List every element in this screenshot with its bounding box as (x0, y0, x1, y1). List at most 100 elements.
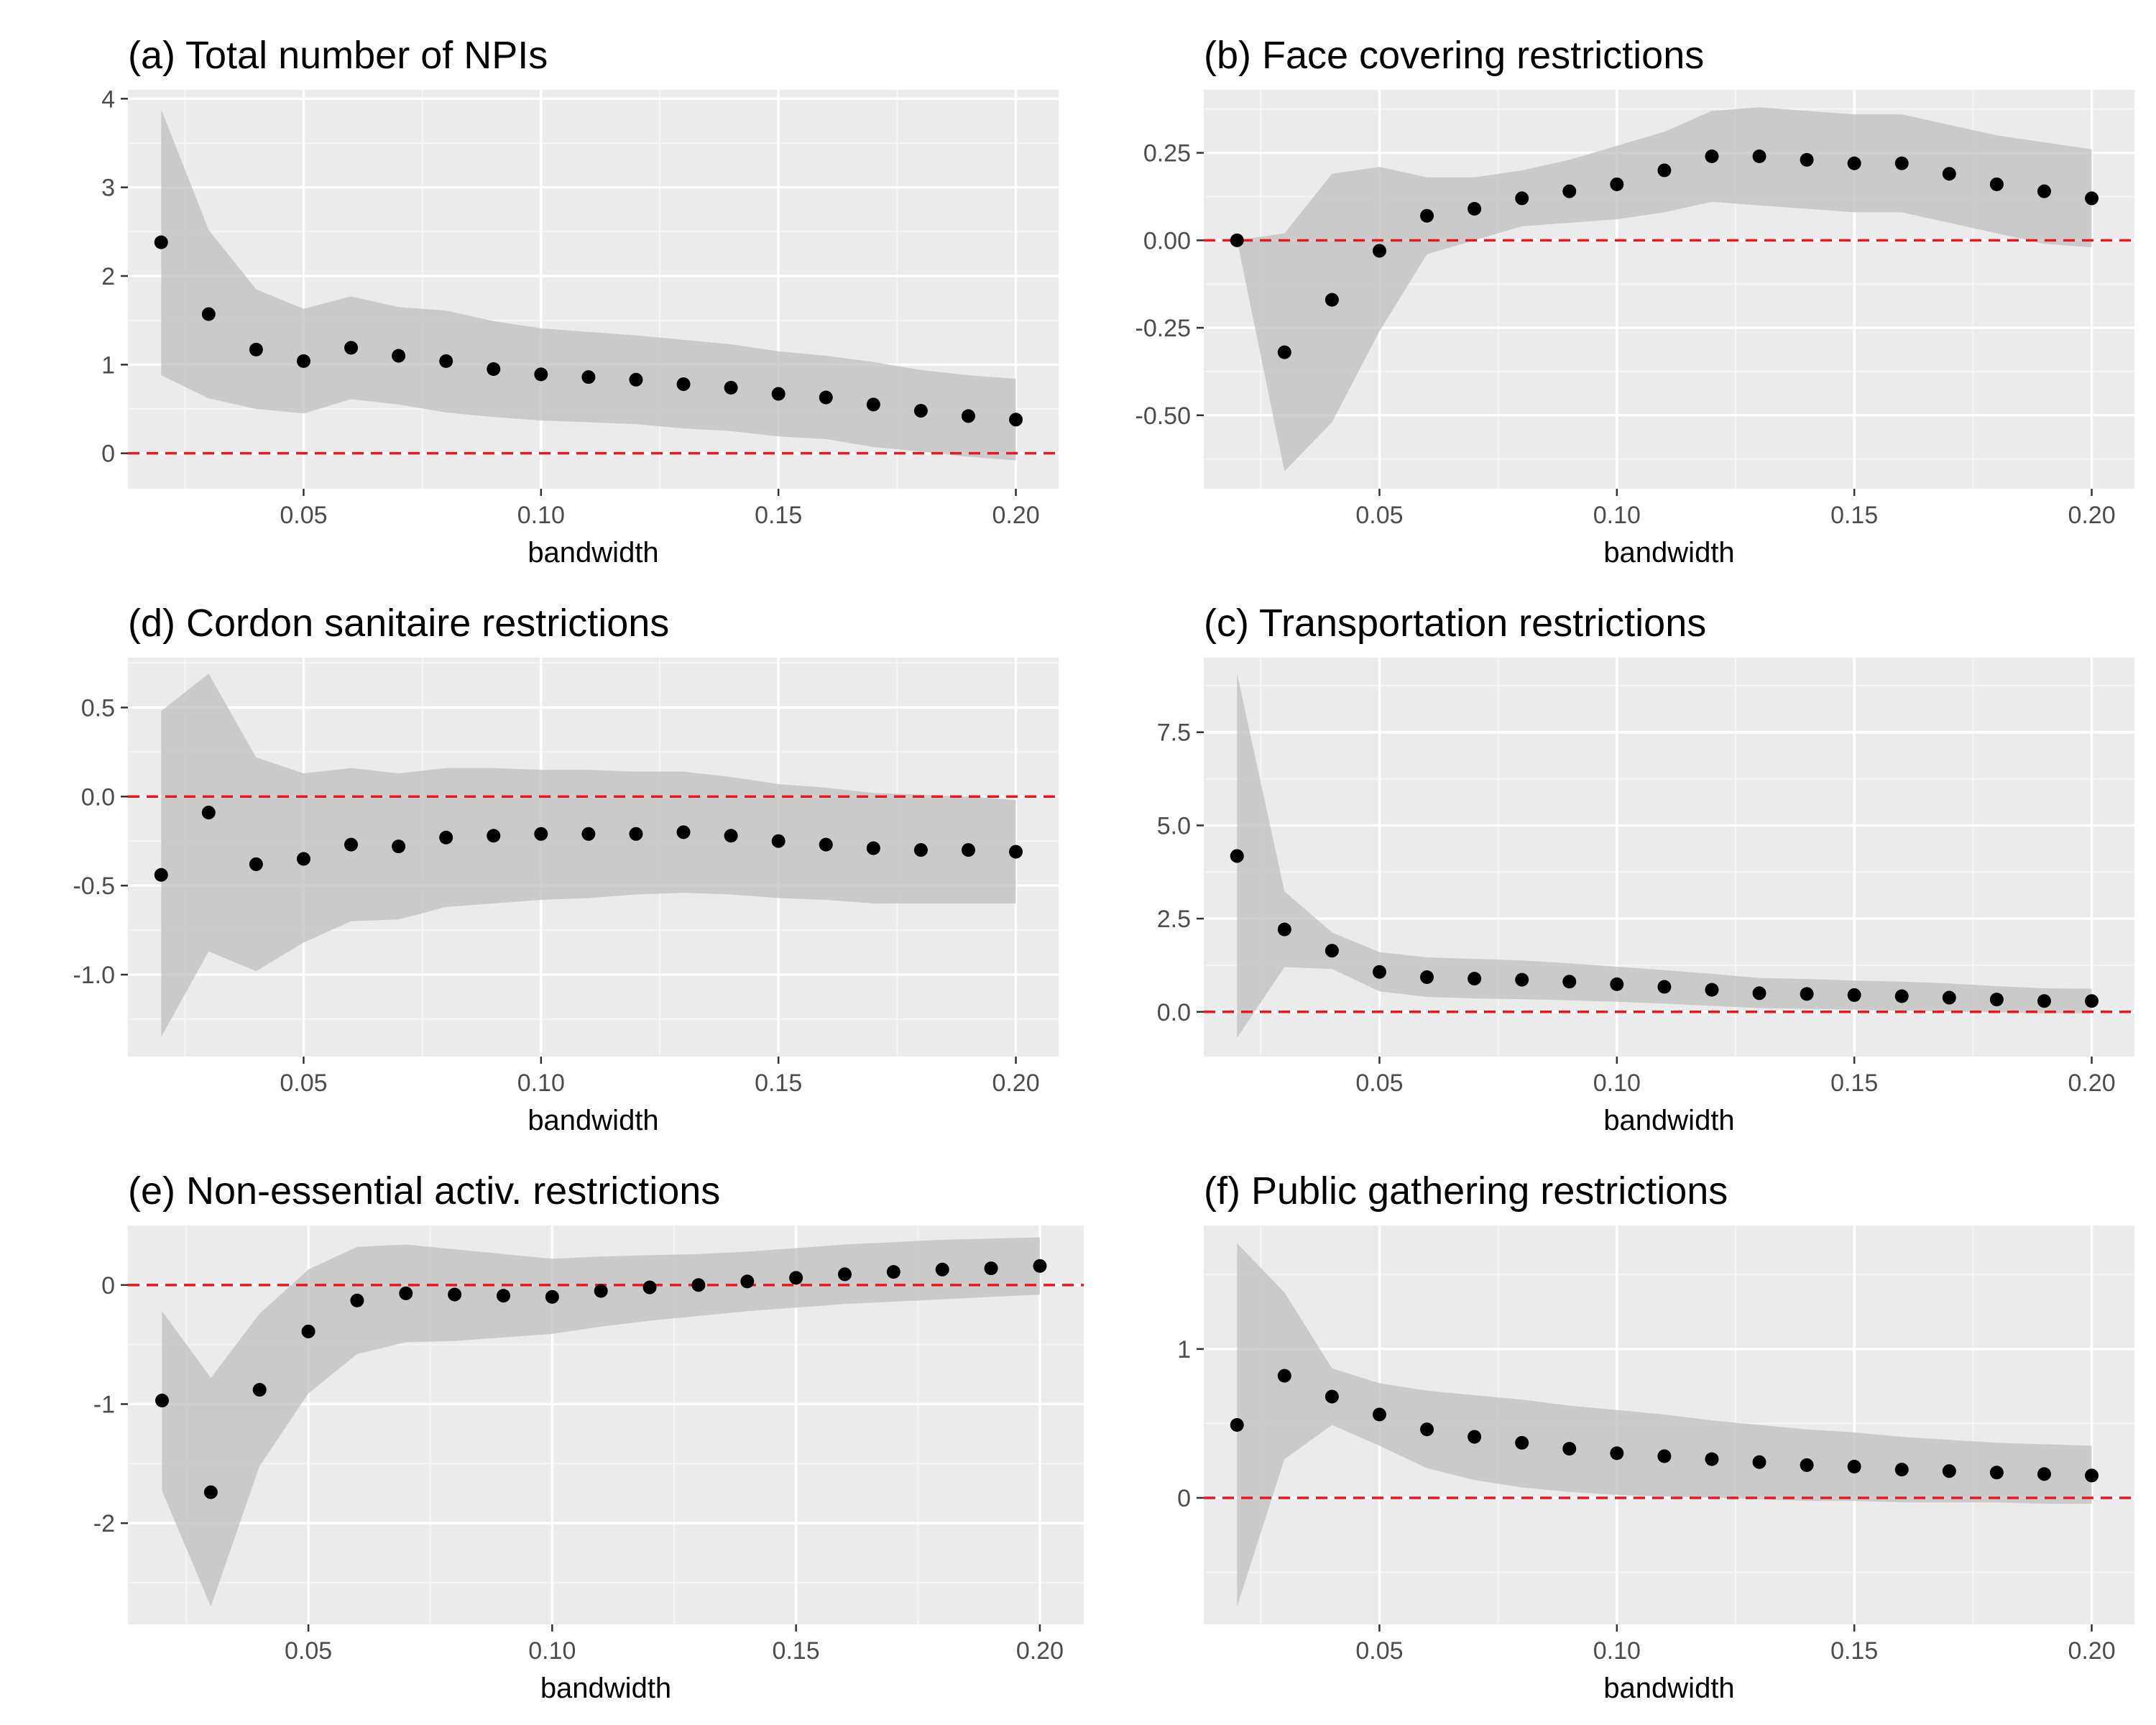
confidence-band (1237, 107, 2092, 472)
estimate-point (301, 1324, 315, 1338)
panel-title: (b) Face covering restrictions (1204, 34, 1704, 77)
x-tick-label: 0.15 (773, 1637, 820, 1665)
confidence-band (1237, 673, 2092, 1039)
estimate-point (629, 827, 643, 841)
estimate-point (581, 370, 596, 385)
x-tick-label: 0.05 (1355, 1637, 1403, 1665)
y-tick-label: 0.5 (81, 694, 115, 722)
estimate-point (1657, 163, 1672, 178)
x-tick-label: 0.10 (528, 1637, 576, 1665)
estimate-point (534, 367, 548, 382)
panel-b: 0.25 0.00 -0.25 -0.50 0.05 0.10 0.15 0.20 bandwi… (1135, 34, 2134, 569)
estimate-point (201, 806, 216, 820)
y-tick-label: 2.5 (1157, 906, 1191, 933)
x-tick-label: 0.15 (755, 502, 802, 529)
y-tick-label: 0 (101, 1272, 115, 1300)
confidence-band (162, 1237, 1040, 1607)
estimate-point (1752, 150, 1766, 163)
estimate-point (961, 843, 975, 857)
x-axis-title: bandwidth (528, 1105, 658, 1136)
estimate-point (497, 1289, 510, 1303)
x-axis-title: bandwidth (540, 1673, 671, 1704)
estimate-point (1230, 233, 1244, 247)
confidence-band (1237, 1243, 2092, 1607)
y-tick-label: 0.0 (1157, 999, 1191, 1026)
estimate-point (344, 341, 359, 355)
x-tick-label: 0.20 (1016, 1637, 1064, 1665)
x-tick-label: 0.20 (2068, 1070, 2115, 1097)
estimate-point (1942, 1464, 1956, 1478)
panel-title: (f) Public gathering restrictions (1204, 1169, 1728, 1213)
estimate-point (1562, 975, 1577, 989)
estimate-point (203, 1485, 218, 1499)
estimate-point (1894, 1463, 1909, 1477)
y-tick-label: 0 (1177, 1485, 1191, 1512)
estimate-point (1420, 970, 1434, 985)
estimate-point (296, 354, 310, 368)
panel-f: 1 0 0.05 0.10 0.15 0.20 bandwidth (f) Public ga… (1177, 1169, 2134, 1704)
panel-d: 0.5 0.0 -0.5 -1.0 0.05 0.10 0.15 0.20 bandwidth (… (73, 602, 1059, 1136)
x-tick-label: 0.10 (1593, 1637, 1641, 1665)
estimate-point (2037, 1467, 2051, 1481)
estimate-point (1325, 293, 1339, 307)
estimate-point (1657, 980, 1672, 994)
estimate-point (866, 397, 880, 412)
estimate-point (1657, 1449, 1672, 1463)
estimate-point (1468, 202, 1482, 216)
estimate-point (1372, 965, 1386, 979)
estimate-point (1705, 1452, 1719, 1466)
estimate-point (1515, 972, 1529, 987)
estimate-point (984, 1261, 998, 1276)
estimate-point (838, 1267, 852, 1282)
estimate-point (2085, 994, 2099, 1008)
estimate-point (1752, 986, 1766, 1000)
estimate-point (1420, 1422, 1434, 1437)
estimate-point (1230, 1418, 1244, 1432)
estimate-point (935, 1262, 949, 1276)
x-tick-label: 0.10 (1593, 1070, 1641, 1097)
estimate-point (819, 837, 833, 852)
x-axis-title: bandwidth (1603, 1105, 1734, 1136)
x-tick-label: 0.15 (1830, 1637, 1878, 1665)
y-tick-label: -0.5 (73, 873, 115, 900)
estimate-point (594, 1284, 608, 1298)
panel-e: 0 -1 -2 0.05 0.10 0.15 0.20 bandwidth (e) Non-es… (93, 1169, 1084, 1704)
panel-c: 7.5 5.0 2.5 0.0 0.05 0.10 0.15 0.20 bandwidth (c)… (1157, 602, 2134, 1136)
x-axis-title: bandwidth (1603, 537, 1734, 569)
estimate-point (1515, 191, 1529, 206)
x-tick-label: 0.15 (755, 1070, 802, 1097)
y-tick-label: -2 (93, 1510, 115, 1537)
estimate-point (296, 852, 310, 866)
estimate-point (1562, 1442, 1577, 1456)
estimate-point (789, 1271, 803, 1285)
estimate-point (2037, 184, 2051, 198)
estimate-point (487, 362, 501, 376)
estimate-point (1989, 1466, 2004, 1480)
estimate-point (1372, 244, 1386, 258)
estimate-point (691, 1278, 706, 1292)
estimate-point (448, 1287, 462, 1302)
estimate-point (724, 829, 738, 843)
y-tick-label: -0.50 (1135, 402, 1192, 430)
estimate-point (439, 830, 453, 845)
estimate-point (534, 827, 548, 841)
y-tick-label: 2 (101, 263, 115, 290)
estimate-point (866, 841, 880, 855)
estimate-point (487, 829, 501, 843)
x-tick-label: 0.05 (285, 1637, 332, 1665)
estimate-point (1847, 156, 1861, 170)
estimate-point (1562, 184, 1577, 198)
estimate-point (1277, 922, 1291, 937)
estimate-point (1033, 1259, 1047, 1273)
y-tick-label: 0.25 (1143, 140, 1191, 167)
estimate-point (724, 380, 738, 395)
estimate-point (2037, 994, 2051, 1008)
x-tick-label: 0.20 (992, 502, 1039, 529)
estimate-point (1800, 987, 1814, 1001)
x-tick-label: 0.05 (280, 502, 327, 529)
estimate-point (1894, 156, 1909, 170)
y-tick-label: 0.0 (81, 783, 115, 811)
estimate-point (961, 409, 975, 423)
y-tick-label: -1 (93, 1392, 115, 1419)
